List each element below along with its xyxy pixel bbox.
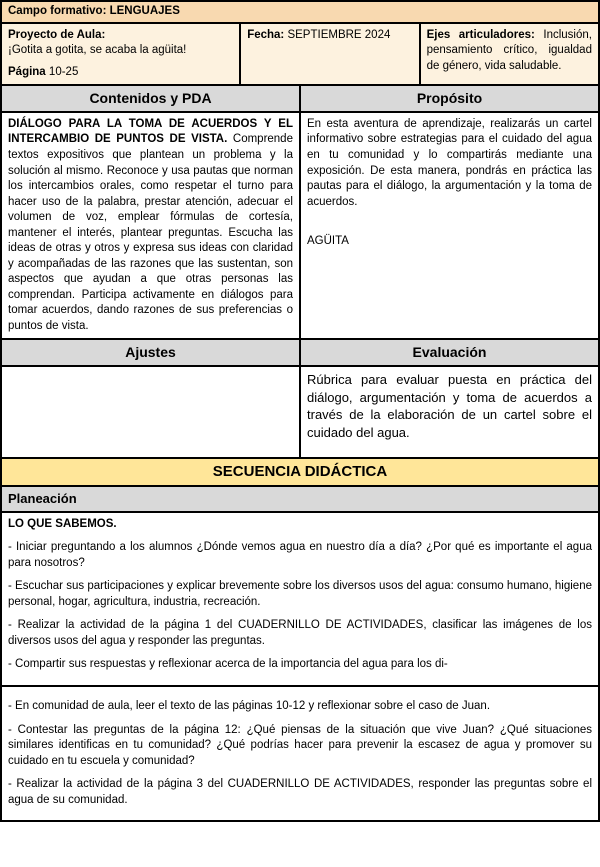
- ejes-cell: Ejes articuladores: Inclusión, pensamien…: [420, 23, 599, 86]
- proposito-text: En esta aventura de aprendizaje, realiza…: [307, 117, 592, 210]
- ajustes-cell: [1, 366, 300, 458]
- evaluacion-cell: Rúbrica para evaluar puesta en práctica …: [300, 366, 599, 458]
- ajustes-header: Ajustes: [1, 339, 300, 366]
- fecha-cell: Fecha: SEPTIEMBRE 2024: [240, 23, 419, 86]
- plan-item: - Iniciar preguntando a los alumnos ¿Dón…: [8, 540, 592, 571]
- proposito-header: Propósito: [300, 85, 599, 112]
- lo-que-sabemos: LO QUE SABEMOS.: [8, 517, 592, 533]
- evaluacion-header: Evaluación: [300, 339, 599, 366]
- secuencia-header: SECUENCIA DIDÁCTICA: [1, 458, 599, 486]
- campo-label: Campo formativo:: [8, 5, 106, 17]
- fecha-label: Fecha:: [247, 29, 284, 41]
- proposito-cell: En esta aventura de aprendizaje, realiza…: [300, 112, 599, 339]
- contenidos-text: Comprende textos expositivos que plantea…: [8, 133, 293, 331]
- plan-item: - Realizar la actividad de la página 1 d…: [8, 618, 592, 649]
- contenidos-cell: DIÁLOGO PARA LA TOMA DE ACUERDOS Y EL IN…: [1, 112, 300, 339]
- pagina-value: 10-25: [49, 66, 78, 78]
- plan-item: - En comunidad de aula, leer el texto de…: [8, 699, 592, 715]
- plan-item: - Compartir sus respuestas y reflexionar…: [8, 657, 592, 673]
- plan-item: - Escuchar sus participaciones y explica…: [8, 579, 592, 610]
- proyecto-value: ¡Gotita a gotita, se acaba la agüita!: [8, 43, 233, 59]
- proyecto-label: Proyecto de Aula:: [8, 29, 105, 41]
- pagina-label: Página: [8, 66, 46, 78]
- planeacion-header: Planeación: [1, 486, 599, 512]
- campo-value: LENGUAJES: [110, 5, 180, 17]
- fecha-value: SEPTIEMBRE 2024: [287, 29, 390, 41]
- proposito-word: AGÜITA: [307, 234, 592, 250]
- planning-block-1: LO QUE SABEMOS. - Iniciar preguntando a …: [1, 512, 599, 686]
- contenidos-header: Contenidos y PDA: [1, 85, 300, 112]
- campo-formativo-row: Campo formativo: LENGUAJES: [1, 1, 599, 23]
- ejes-label: Ejes articuladores:: [427, 29, 535, 41]
- proyecto-cell: Proyecto de Aula: ¡Gotita a gotita, se a…: [1, 23, 240, 86]
- plan-item: - Contestar las preguntas de la página 1…: [8, 723, 592, 770]
- planning-block-2: - En comunidad de aula, leer el texto de…: [1, 686, 599, 821]
- plan-item: - Realizar la actividad de la página 3 d…: [8, 777, 592, 808]
- lesson-plan-document: Campo formativo: LENGUAJES Proyecto de A…: [0, 0, 600, 822]
